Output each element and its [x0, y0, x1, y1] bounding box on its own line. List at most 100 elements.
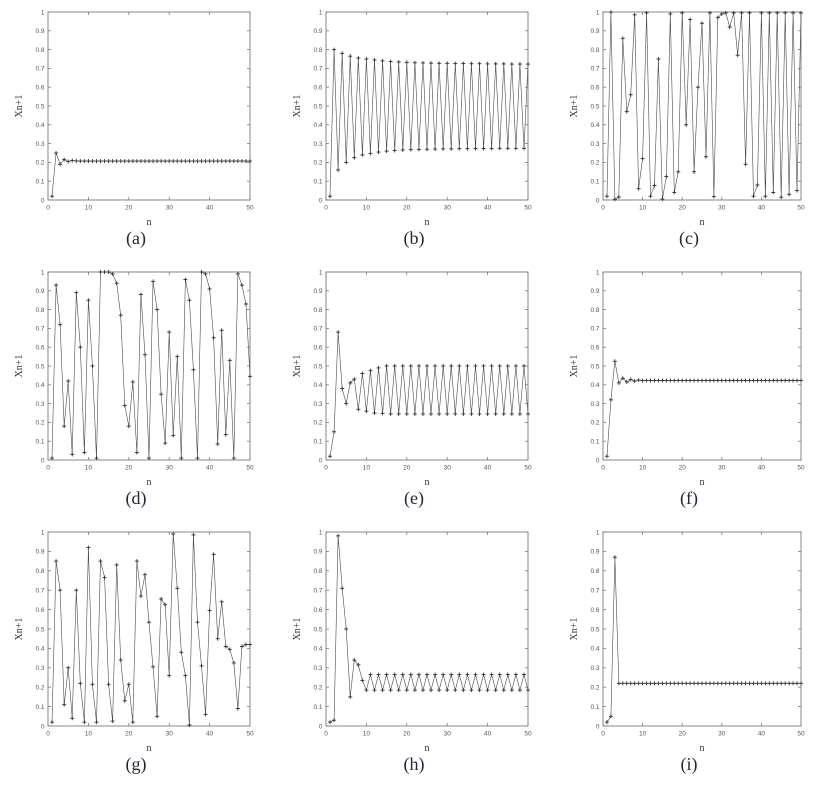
svg-text:0.6: 0.6 [35, 607, 44, 614]
svg-text:1: 1 [319, 9, 323, 16]
svg-text:0.4: 0.4 [590, 382, 599, 389]
svg-text:0.8: 0.8 [313, 568, 322, 575]
svg-text:0.1: 0.1 [313, 704, 322, 711]
subplot-g: 0 10 20 30 40 50 0 0.1 0.2 0.3 0.4 0.5 0.6 0.7 0.8 0.9 1… [0, 514, 272, 797]
svg-text:50: 50 [797, 205, 805, 212]
svg-text:20: 20 [125, 205, 133, 212]
figure-caption-h: (h) [403, 754, 425, 774]
subplot-b: 0 10 20 30 40 50 0 0.1 0.2 0.3 0.4 0.5 0.6 0.7 0.8 0.9 1… [272, 0, 556, 252]
svg-text:0.9: 0.9 [313, 549, 322, 556]
svg-text:0.1: 0.1 [590, 439, 599, 446]
svg-text:0.8: 0.8 [590, 307, 599, 314]
chart-canvas-i: 0 10 20 30 40 50 0 0.1 0.2 0.3 0.4 0.5 0.6 0.7 0.8 0.9 1… [569, 529, 805, 754]
svg-text:0.1: 0.1 [35, 704, 44, 711]
svg-text:0: 0 [601, 465, 605, 472]
svg-text:0.1: 0.1 [590, 704, 599, 711]
svg-text:0.9: 0.9 [590, 549, 599, 556]
svg-text:0.6: 0.6 [35, 345, 44, 352]
subplot-e: 0 10 20 30 40 50 0 0.1 0.2 0.3 0.4 0.5 0.6 0.7 0.8 0.9 1… [272, 252, 556, 514]
subplot-f: 0 10 20 30 40 50 0 0.1 0.2 0.3 0.4 0.5 0.6 0.7 0.8 0.9 1… [556, 252, 822, 514]
subplot-a: 0 10 20 30 40 50 0 0.1 0.2 0.3 0.4 0.5 0.6 0.7 0.8 0.9 1… [0, 0, 272, 252]
chart-canvas-c: 0 10 20 30 40 50 0 0.1 0.2 0.3 0.4 0.5 0.6 0.7 0.8 0.9 1… [569, 9, 805, 228]
svg-text:0: 0 [319, 197, 323, 204]
svg-text:0.3: 0.3 [35, 665, 44, 672]
svg-text:0.8: 0.8 [35, 307, 44, 314]
svg-text:1: 1 [41, 529, 45, 536]
svg-text:50: 50 [797, 465, 805, 472]
svg-text:0: 0 [319, 457, 323, 464]
svg-text:0.6: 0.6 [313, 85, 322, 92]
svg-text:0.7: 0.7 [35, 326, 44, 333]
chart-canvas-f: 0 10 20 30 40 50 0 0.1 0.2 0.3 0.4 0.5 0.6 0.7 0.8 0.9 1… [569, 269, 805, 488]
svg-text:20: 20 [679, 205, 687, 212]
svg-text:Xn+1: Xn+1 [292, 95, 303, 118]
svg-text:0.5: 0.5 [35, 626, 44, 633]
svg-text:40: 40 [758, 465, 766, 472]
svg-text:10: 10 [639, 205, 647, 212]
svg-text:0.4: 0.4 [35, 382, 44, 389]
figure-caption-f: (f) [680, 488, 698, 508]
svg-text:n: n [425, 217, 430, 228]
svg-text:30: 30 [166, 731, 174, 738]
svg-text:0: 0 [324, 205, 328, 212]
svg-text:1: 1 [596, 269, 600, 276]
svg-text:n: n [425, 477, 430, 488]
svg-text:0.8: 0.8 [313, 307, 322, 314]
svg-text:0.4: 0.4 [313, 122, 322, 129]
svg-text:Xn+1: Xn+1 [569, 95, 580, 118]
figure-caption-g: (g) [125, 754, 147, 774]
svg-text:0.5: 0.5 [590, 363, 599, 370]
svg-text:Xn+1: Xn+1 [569, 355, 580, 378]
subplot-c: 0 10 20 30 40 50 0 0.1 0.2 0.3 0.4 0.5 0.6 0.7 0.8 0.9 1… [556, 0, 822, 252]
svg-text:n: n [700, 217, 705, 228]
svg-text:20: 20 [679, 465, 687, 472]
svg-text:0.3: 0.3 [313, 401, 322, 408]
svg-text:10: 10 [363, 465, 371, 472]
chart-canvas-e: 0 10 20 30 40 50 0 0.1 0.2 0.3 0.4 0.5 0.6 0.7 0.8 0.9 1… [292, 269, 532, 488]
svg-text:0.8: 0.8 [313, 47, 322, 54]
svg-text:20: 20 [125, 731, 133, 738]
svg-text:20: 20 [403, 205, 411, 212]
svg-text:0.8: 0.8 [35, 568, 44, 575]
svg-text:1: 1 [319, 269, 323, 276]
svg-text:20: 20 [679, 731, 687, 738]
svg-text:n: n [700, 743, 705, 754]
svg-text:0: 0 [601, 731, 605, 738]
svg-text:20: 20 [125, 465, 133, 472]
svg-text:Xn+1: Xn+1 [292, 618, 303, 641]
svg-text:n: n [147, 217, 152, 228]
svg-text:0.6: 0.6 [313, 345, 322, 352]
svg-text:0.5: 0.5 [35, 103, 44, 110]
svg-text:0.2: 0.2 [313, 160, 322, 167]
svg-text:0.7: 0.7 [313, 66, 322, 73]
svg-text:0.3: 0.3 [590, 141, 599, 148]
svg-text:0: 0 [596, 457, 600, 464]
svg-text:0.4: 0.4 [590, 646, 599, 653]
svg-text:0.7: 0.7 [313, 326, 322, 333]
svg-text:30: 30 [444, 731, 452, 738]
svg-text:10: 10 [363, 731, 371, 738]
figure-caption-i: (i) [680, 754, 698, 774]
svg-text:30: 30 [718, 465, 726, 472]
svg-text:0: 0 [41, 197, 45, 204]
svg-text:40: 40 [484, 731, 492, 738]
svg-text:n: n [147, 477, 152, 488]
svg-text:0.6: 0.6 [35, 85, 44, 92]
svg-text:0.3: 0.3 [35, 141, 44, 148]
svg-text:1: 1 [41, 269, 45, 276]
svg-text:50: 50 [246, 465, 254, 472]
svg-text:30: 30 [166, 465, 174, 472]
svg-text:0.5: 0.5 [313, 363, 322, 370]
svg-text:0.3: 0.3 [35, 401, 44, 408]
svg-text:50: 50 [524, 465, 532, 472]
svg-text:40: 40 [758, 731, 766, 738]
subplot-d: 0 10 20 30 40 50 0 0.1 0.2 0.3 0.4 0.5 0.6 0.7 0.8 0.9 1… [0, 252, 272, 514]
svg-text:1: 1 [319, 529, 323, 536]
svg-text:0.9: 0.9 [590, 288, 599, 295]
svg-text:30: 30 [718, 205, 726, 212]
svg-text:0: 0 [324, 731, 328, 738]
svg-text:0.2: 0.2 [35, 685, 44, 692]
svg-text:0.8: 0.8 [590, 568, 599, 575]
svg-text:0.7: 0.7 [590, 326, 599, 333]
